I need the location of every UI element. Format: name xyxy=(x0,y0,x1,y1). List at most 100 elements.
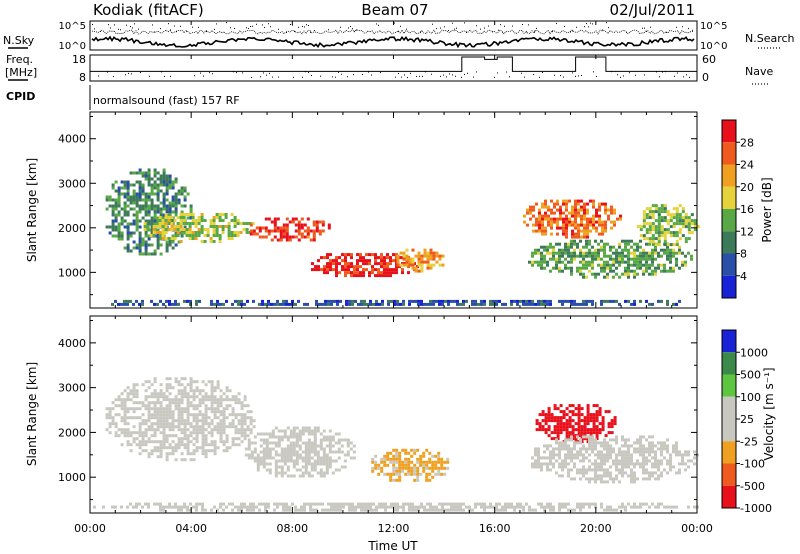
echo-cell xyxy=(580,437,584,441)
echo-cell xyxy=(327,508,330,512)
echo-cell xyxy=(215,216,219,219)
echo-cell xyxy=(147,428,151,432)
echo-cell xyxy=(414,508,417,512)
echo-cell xyxy=(651,237,655,241)
echo-cell xyxy=(597,465,600,469)
echo-cell xyxy=(582,260,585,264)
echo-cell xyxy=(227,237,231,240)
echo-cell xyxy=(307,450,311,454)
echo-cell xyxy=(618,263,621,267)
echo-cell xyxy=(546,502,549,506)
echo-cell xyxy=(585,468,588,472)
echo-cell xyxy=(177,240,181,244)
echo-cell xyxy=(261,226,265,230)
echo-cell xyxy=(386,265,389,269)
echo-cell xyxy=(579,254,582,258)
echo-cell xyxy=(404,448,408,452)
echo-cell xyxy=(558,453,561,457)
echo-cell xyxy=(501,508,504,512)
echo-cell xyxy=(201,413,205,417)
echo-cell xyxy=(194,225,198,228)
echo-cell xyxy=(603,441,606,445)
echo-cell xyxy=(690,222,694,226)
nsky-dot xyxy=(528,24,529,26)
nave-dot xyxy=(311,74,312,76)
echo-cell xyxy=(313,435,317,439)
echo-cell xyxy=(606,453,609,457)
echo-cell xyxy=(425,460,429,464)
echo-cell xyxy=(594,444,597,448)
echo-cell xyxy=(311,262,314,266)
echo-cell xyxy=(162,204,166,208)
echo-cell xyxy=(304,471,308,475)
echo-cell xyxy=(168,401,172,405)
echo-cell xyxy=(523,220,526,224)
echo-cell xyxy=(161,237,165,240)
echo-cell xyxy=(177,419,181,423)
echo-cell xyxy=(150,392,154,396)
echo-cell xyxy=(165,299,168,303)
echo-cell xyxy=(273,220,277,224)
echo-cell xyxy=(123,210,127,214)
echo-cell xyxy=(678,248,681,252)
echo-cell xyxy=(219,428,223,432)
echo-cell xyxy=(598,223,601,227)
echo-cell xyxy=(648,222,652,226)
echo-cell xyxy=(132,425,136,429)
nsky-dot xyxy=(394,22,395,24)
echo-cell xyxy=(236,219,240,222)
echo-cell xyxy=(372,302,375,306)
nsky-dot xyxy=(120,29,121,31)
echo-cell xyxy=(171,505,174,509)
echo-cell xyxy=(541,217,544,221)
echo-cell xyxy=(618,505,621,509)
echo-cell xyxy=(265,450,269,454)
echo-cell xyxy=(546,444,549,448)
echo-cell xyxy=(669,468,672,472)
echo-cell xyxy=(331,471,335,475)
echo-cell xyxy=(147,425,151,429)
echo-cell xyxy=(550,232,553,236)
echo-cell xyxy=(111,198,115,202)
echo-cell xyxy=(219,437,223,441)
echo-cell xyxy=(213,413,217,417)
echo-cell xyxy=(225,437,229,441)
echo-cell xyxy=(565,199,568,203)
echo-cell xyxy=(292,435,296,439)
echo-cell xyxy=(325,453,329,457)
echo-cell xyxy=(657,505,660,509)
echo-cell xyxy=(147,204,151,208)
echo-cell xyxy=(282,223,286,227)
echo-cell xyxy=(197,222,201,225)
echo-cell xyxy=(144,398,148,402)
echo-cell xyxy=(168,183,172,187)
echo-cell xyxy=(577,223,580,227)
echo-cell xyxy=(438,263,442,267)
echo-cell xyxy=(582,435,585,439)
echo-cell xyxy=(544,214,547,218)
echo-cell xyxy=(174,380,178,384)
echo-cell xyxy=(597,263,600,267)
nave-dot xyxy=(509,76,510,78)
echo-cell xyxy=(138,425,142,429)
echo-cell xyxy=(183,419,187,423)
echo-cell xyxy=(183,225,187,229)
echo-cell xyxy=(526,211,529,215)
echo-cell xyxy=(153,377,157,381)
echo-cell xyxy=(195,404,199,408)
echo-cell xyxy=(274,453,278,457)
echo-cell xyxy=(510,502,513,506)
echo-cell xyxy=(624,254,627,258)
echo-cell xyxy=(552,453,555,457)
echo-cell xyxy=(489,299,492,303)
echo-cell xyxy=(318,220,322,224)
echo-cell xyxy=(159,243,163,247)
echo-cell xyxy=(204,437,208,441)
echo-cell xyxy=(663,204,667,208)
echo-cell xyxy=(206,234,210,237)
echo-cell xyxy=(407,463,411,467)
echo-cell xyxy=(201,395,205,399)
echo-cell xyxy=(147,234,151,238)
echo-cell xyxy=(179,219,183,222)
echo-cell xyxy=(624,248,627,252)
